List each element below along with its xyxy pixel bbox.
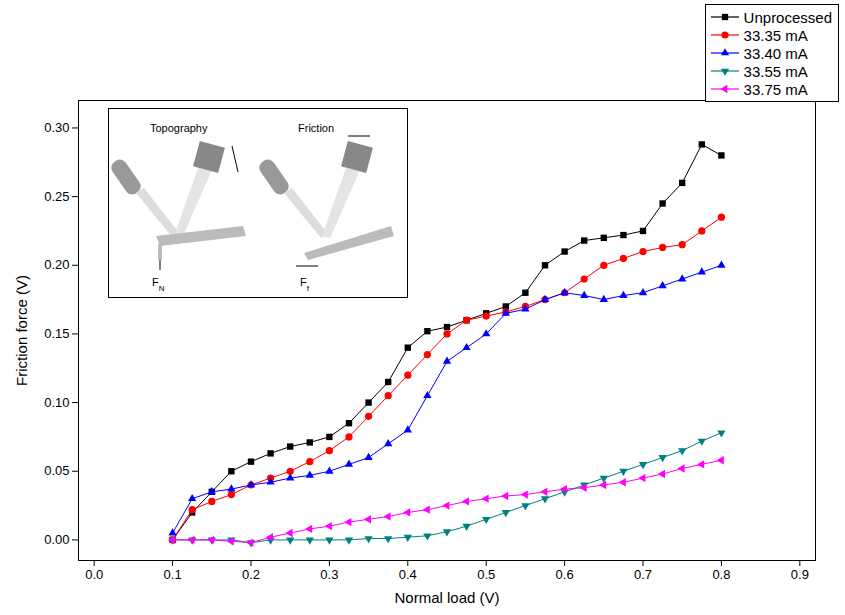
svg-text:0.1: 0.1 <box>164 567 182 582</box>
svg-text:Normal load (V): Normal load (V) <box>394 589 499 606</box>
svg-text:0.5: 0.5 <box>477 567 495 582</box>
svg-text:0.15: 0.15 <box>44 326 69 341</box>
svg-text:0.3: 0.3 <box>320 567 338 582</box>
html-text:33.75 mA: 33.75 mA <box>743 80 808 98</box>
svg-text:0.2: 0.2 <box>242 567 260 582</box>
html-text:33.55 mA: 33.55 mA <box>743 62 808 80</box>
svg-text:0.05: 0.05 <box>44 463 69 478</box>
svg-text:0.10: 0.10 <box>44 395 69 410</box>
svg-text:0.8: 0.8 <box>712 567 730 582</box>
svg-text:FN: FN <box>152 276 165 293</box>
svg-text:Ff: Ff <box>300 276 310 293</box>
html-text:33.40 mA: 33.40 mA <box>743 44 808 62</box>
svg-text:0.20: 0.20 <box>44 257 69 272</box>
svg-text:Topography: Topography <box>150 122 208 134</box>
svg-text:0.25: 0.25 <box>44 189 69 204</box>
html-text:Unprocessed: Unprocessed <box>743 8 832 26</box>
svg-text:Friction: Friction <box>298 122 334 134</box>
svg-text:0.6: 0.6 <box>556 567 574 582</box>
svg-text:0.30: 0.30 <box>44 120 69 135</box>
svg-text:0.9: 0.9 <box>791 567 809 582</box>
svg-text:0.4: 0.4 <box>399 567 417 582</box>
html-text:33.35 mA: 33.35 mA <box>743 26 808 44</box>
svg-text:0.0: 0.0 <box>85 567 103 582</box>
svg-text:Friction force (V): Friction force (V) <box>13 275 30 386</box>
svg-text:0.7: 0.7 <box>634 567 652 582</box>
svg-text:0.00: 0.00 <box>44 532 69 547</box>
